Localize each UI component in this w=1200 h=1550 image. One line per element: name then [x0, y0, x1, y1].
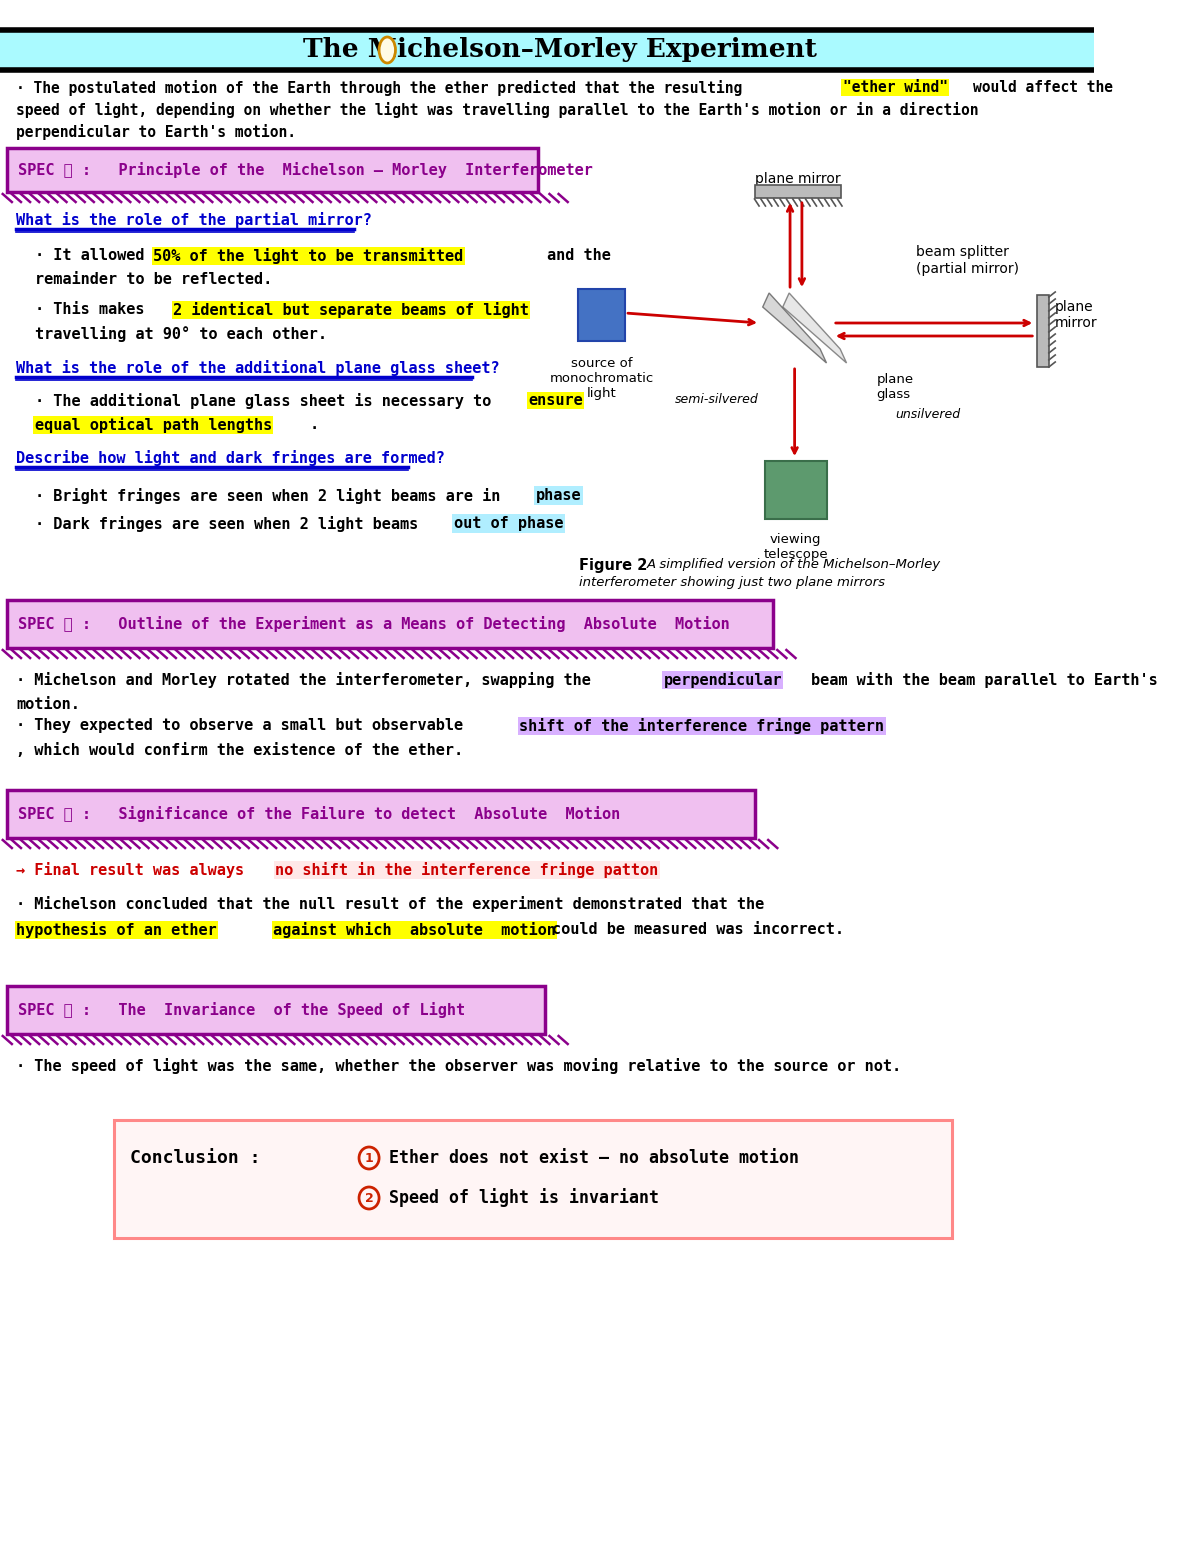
- Text: unsilvered: unsilvered: [895, 408, 960, 422]
- Text: · The additional plane glass sheet is necessary to: · The additional plane glass sheet is ne…: [35, 394, 491, 409]
- Text: beam splitter: beam splitter: [916, 245, 1009, 259]
- Text: Ether does not exist — no absolute motion: Ether does not exist — no absolute motio…: [389, 1149, 799, 1167]
- Bar: [7, 790, 755, 839]
- Text: perpendicular to Earth's motion.: perpendicular to Earth's motion.: [17, 124, 296, 140]
- Text: viewing
telescope: viewing telescope: [763, 533, 828, 561]
- Text: → Final result was always: → Final result was always: [17, 862, 245, 877]
- Text: SPEC ④ :   The  Invariance  of the Speed of Light: SPEC ④ : The Invariance of the Speed of …: [18, 1001, 466, 1018]
- Text: Speed of light is invariant: Speed of light is invariant: [389, 1189, 659, 1207]
- Text: source of
monochromatic
light: source of monochromatic light: [550, 356, 654, 400]
- Text: · This makes: · This makes: [35, 302, 144, 318]
- Text: · It allowed: · It allowed: [35, 248, 144, 264]
- Text: · The speed of light was the same, whether the observer was moving relative to t: · The speed of light was the same, wheth…: [17, 1059, 901, 1074]
- Text: SPEC ② :   Outline of the Experiment as a Means of Detecting  Absolute  Motion: SPEC ② : Outline of the Experiment as a …: [18, 615, 730, 632]
- Text: .: .: [310, 417, 319, 432]
- Text: plane
mirror: plane mirror: [1055, 299, 1098, 330]
- Text: SPEC ① :   Principle of the  Michelson – Morley  Interferometer: SPEC ① : Principle of the Michelson – Mo…: [18, 163, 593, 178]
- Text: Conclusion :: Conclusion :: [131, 1149, 260, 1167]
- Text: What is the role of the additional plane glass sheet?: What is the role of the additional plane…: [17, 360, 500, 377]
- Text: out of phase: out of phase: [454, 516, 563, 532]
- Text: · Dark fringes are seen when 2 light beams: · Dark fringes are seen when 2 light bea…: [35, 516, 418, 532]
- Text: · Michelson concluded that the null result of the experiment demonstrated that t: · Michelson concluded that the null resu…: [17, 896, 764, 911]
- Ellipse shape: [379, 37, 396, 64]
- Text: semi-silvered: semi-silvered: [676, 394, 760, 406]
- Text: equal optical path lengths: equal optical path lengths: [35, 417, 272, 432]
- Text: 50% of the light to be transmitted: 50% of the light to be transmitted: [154, 248, 463, 264]
- Text: shift of the interference fringe pattern: shift of the interference fringe pattern: [520, 718, 884, 735]
- Text: no shift in the interference fringe patton: no shift in the interference fringe patt…: [275, 862, 659, 877]
- Bar: [755, 184, 841, 198]
- Text: perpendicular: perpendicular: [664, 673, 782, 688]
- Text: · Bright fringes are seen when 2 light beams are in: · Bright fringes are seen when 2 light b…: [35, 488, 500, 504]
- Text: A simplified version of the Michelson–Morley: A simplified version of the Michelson–Mo…: [647, 558, 941, 570]
- Text: and the: and the: [547, 248, 611, 264]
- Text: could be measured was incorrect.: could be measured was incorrect.: [552, 922, 845, 938]
- Text: · The postulated motion of the Earth through the ether predicted that the result: · The postulated motion of the Earth thr…: [17, 81, 743, 96]
- Text: plane
glass: plane glass: [877, 374, 913, 401]
- Bar: [0, 29, 1093, 70]
- Text: 2 identical but separate beams of light: 2 identical but separate beams of light: [173, 302, 529, 318]
- Bar: [7, 147, 538, 192]
- Text: would affect the: would affect the: [973, 81, 1114, 95]
- Text: travelling at 90° to each other.: travelling at 90° to each other.: [35, 326, 326, 343]
- Text: Describe how light and dark fringes are formed?: Describe how light and dark fringes are …: [17, 449, 445, 467]
- Text: SPEC ③ :   Significance of the Failure to detect  Absolute  Motion: SPEC ③ : Significance of the Failure to …: [18, 806, 620, 822]
- Text: 2: 2: [365, 1192, 373, 1204]
- Text: The Michelson–Morley Experiment: The Michelson–Morley Experiment: [304, 37, 817, 62]
- Text: Figure 2: Figure 2: [578, 558, 647, 574]
- Polygon shape: [763, 293, 827, 363]
- Bar: [764, 460, 827, 519]
- Text: plane mirror: plane mirror: [755, 172, 840, 186]
- Bar: [1037, 294, 1049, 367]
- Text: What is the role of the partial mirror?: What is the role of the partial mirror?: [17, 212, 372, 228]
- Text: · They expected to observe a small but observable: · They expected to observe a small but o…: [17, 718, 463, 733]
- Bar: [114, 1121, 953, 1238]
- Text: remainder to be reflected.: remainder to be reflected.: [35, 271, 272, 287]
- Text: interferometer showing just two plane mirrors: interferometer showing just two plane mi…: [578, 577, 884, 589]
- Text: , which would confirm the existence of the ether.: , which would confirm the existence of t…: [17, 742, 463, 758]
- Text: hypothesis of an ether: hypothesis of an ether: [17, 922, 217, 938]
- Text: · Michelson and Morley rotated the interferometer, swapping the: · Michelson and Morley rotated the inter…: [17, 673, 592, 688]
- Bar: [577, 288, 625, 341]
- Text: 1: 1: [365, 1152, 373, 1164]
- Text: against which  absolute  motion: against which absolute motion: [274, 922, 557, 938]
- Text: speed of light, depending on whether the light was travelling parallel to the Ea: speed of light, depending on whether the…: [17, 102, 979, 118]
- Polygon shape: [782, 293, 846, 363]
- Text: motion.: motion.: [17, 698, 80, 711]
- Text: beam with the beam parallel to Earth's: beam with the beam parallel to Earth's: [811, 673, 1158, 688]
- Bar: [7, 600, 773, 648]
- Bar: [7, 986, 545, 1034]
- Text: (partial mirror): (partial mirror): [916, 262, 1019, 276]
- Text: "ether wind": "ether wind": [842, 81, 948, 95]
- Text: ensure: ensure: [528, 394, 583, 408]
- Text: phase: phase: [536, 488, 582, 504]
